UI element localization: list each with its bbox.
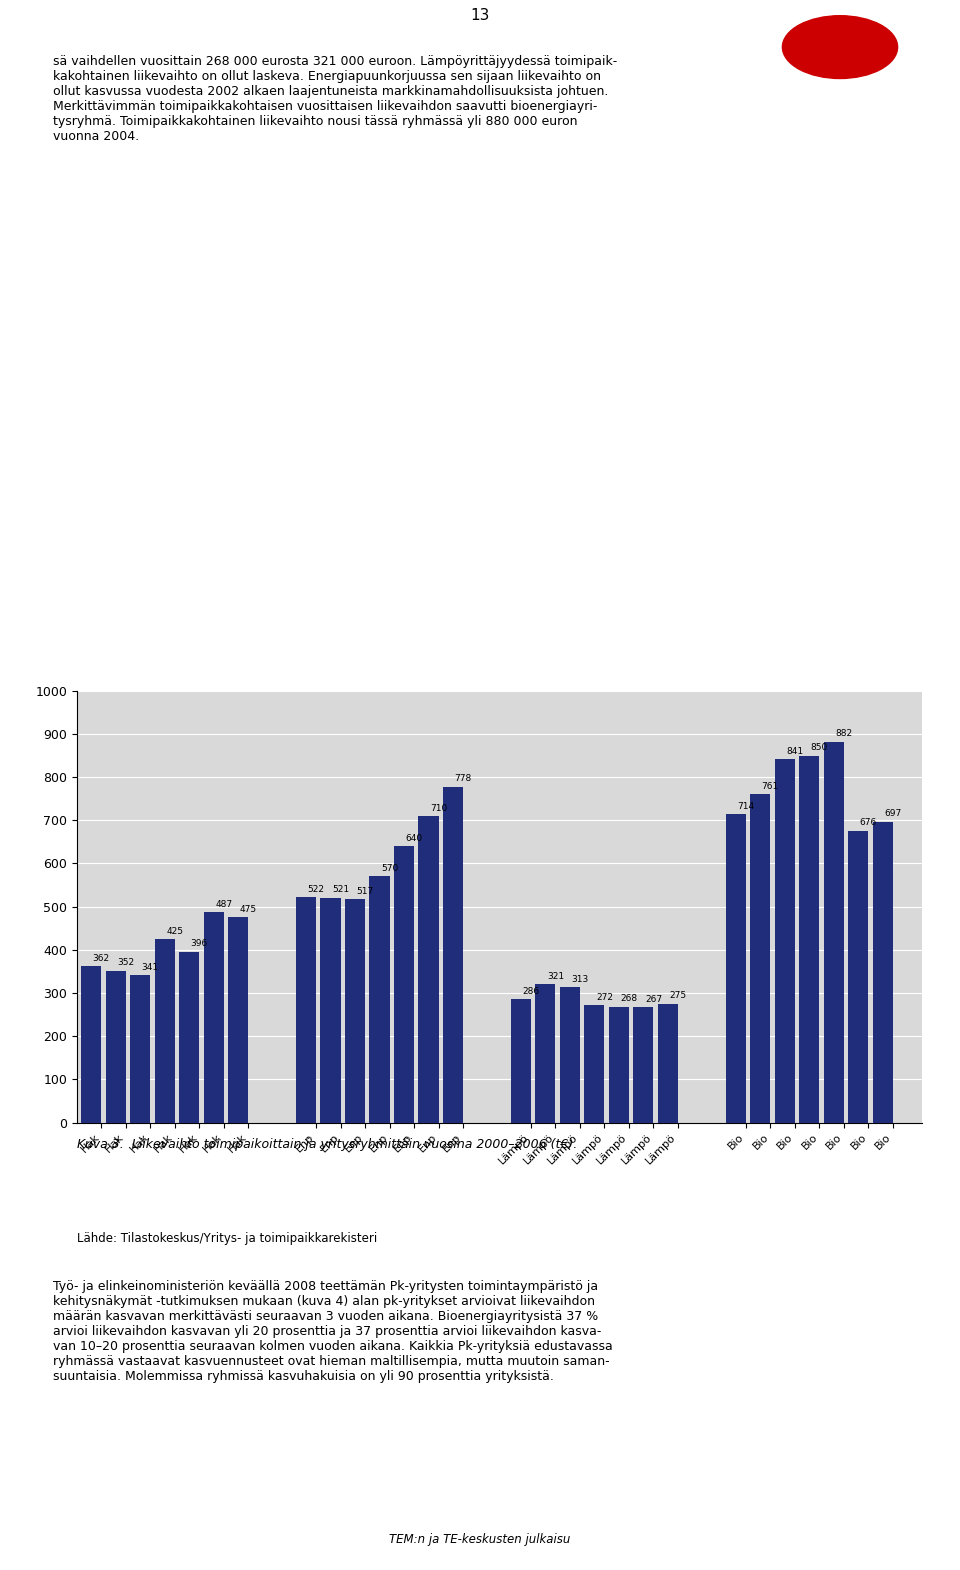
Text: 352: 352 — [117, 958, 134, 967]
Text: 761: 761 — [761, 782, 779, 791]
Text: 841: 841 — [786, 747, 804, 757]
Text: 268: 268 — [620, 994, 637, 1003]
Bar — [609, 1006, 629, 1123]
Text: Kuva 3.  Liikevaihto toimipaikoittain ja yritysryhmittäin vuosina 2000–2006 (t€): Kuva 3. Liikevaihto toimipaikoittain ja … — [77, 1138, 577, 1151]
Bar — [585, 1005, 605, 1123]
Bar — [726, 815, 746, 1123]
Bar — [82, 966, 102, 1123]
Bar — [204, 912, 224, 1123]
Text: 272: 272 — [596, 992, 612, 1002]
Text: 487: 487 — [215, 900, 232, 909]
Bar — [296, 896, 316, 1123]
Bar — [775, 760, 795, 1123]
Bar — [345, 900, 365, 1123]
Bar — [799, 755, 819, 1123]
Bar — [394, 846, 414, 1123]
Text: 341: 341 — [142, 962, 159, 972]
Text: 850: 850 — [810, 743, 828, 752]
Bar — [370, 876, 390, 1123]
Text: 362: 362 — [93, 955, 109, 962]
Bar — [873, 821, 893, 1123]
Text: TOIMIALA
RAPORTIT: TOIMIALA RAPORTIT — [825, 42, 855, 52]
Bar — [180, 951, 200, 1123]
Text: sä vaihdellen vuosittain 268 000 eurosta 321 000 euroon. Lämpöyrittäjyydessä toi: sä vaihdellen vuosittain 268 000 eurosta… — [53, 55, 617, 143]
Text: 882: 882 — [835, 730, 852, 738]
Bar — [848, 831, 868, 1123]
Bar — [536, 984, 556, 1123]
Text: 13: 13 — [470, 8, 490, 24]
Text: 517: 517 — [356, 887, 373, 896]
Text: 275: 275 — [669, 991, 686, 1000]
Text: 475: 475 — [240, 904, 257, 914]
Bar — [658, 1003, 678, 1123]
Bar — [419, 816, 439, 1123]
Bar — [228, 917, 249, 1123]
Bar — [443, 787, 463, 1123]
Text: 714: 714 — [737, 802, 755, 810]
Text: 425: 425 — [166, 926, 183, 936]
Text: 521: 521 — [332, 885, 349, 895]
Text: 286: 286 — [522, 986, 540, 995]
Bar — [750, 794, 770, 1123]
Bar — [106, 970, 126, 1123]
Text: Lähde: Tilastokeskus/Yritys- ja toimipaikkarekisteri: Lähde: Tilastokeskus/Yritys- ja toimipai… — [77, 1232, 377, 1245]
Text: 778: 778 — [454, 774, 471, 783]
Text: 522: 522 — [307, 885, 324, 893]
Bar — [560, 988, 580, 1123]
Bar — [824, 741, 844, 1123]
Text: 676: 676 — [859, 818, 876, 827]
Text: Työ- ja elinkeinoministeriön keväällä 2008 teettämän Pk-yritysten toimintaympäri: Työ- ja elinkeinoministeriön keväällä 20… — [53, 1280, 612, 1383]
Circle shape — [782, 16, 898, 78]
Text: 396: 396 — [191, 939, 208, 948]
Bar — [634, 1008, 654, 1123]
Bar — [321, 898, 341, 1123]
Text: TEM:n ja TE-keskusten julkaisu: TEM:n ja TE-keskusten julkaisu — [390, 1534, 570, 1546]
Bar — [511, 999, 531, 1123]
Text: 321: 321 — [547, 972, 564, 981]
Bar — [131, 975, 151, 1123]
Text: 697: 697 — [884, 809, 901, 818]
Text: 313: 313 — [571, 975, 588, 984]
Text: 267: 267 — [645, 995, 662, 1003]
Text: 710: 710 — [430, 804, 447, 813]
Bar — [155, 939, 175, 1123]
Text: 640: 640 — [405, 834, 422, 843]
Text: 570: 570 — [381, 864, 398, 873]
